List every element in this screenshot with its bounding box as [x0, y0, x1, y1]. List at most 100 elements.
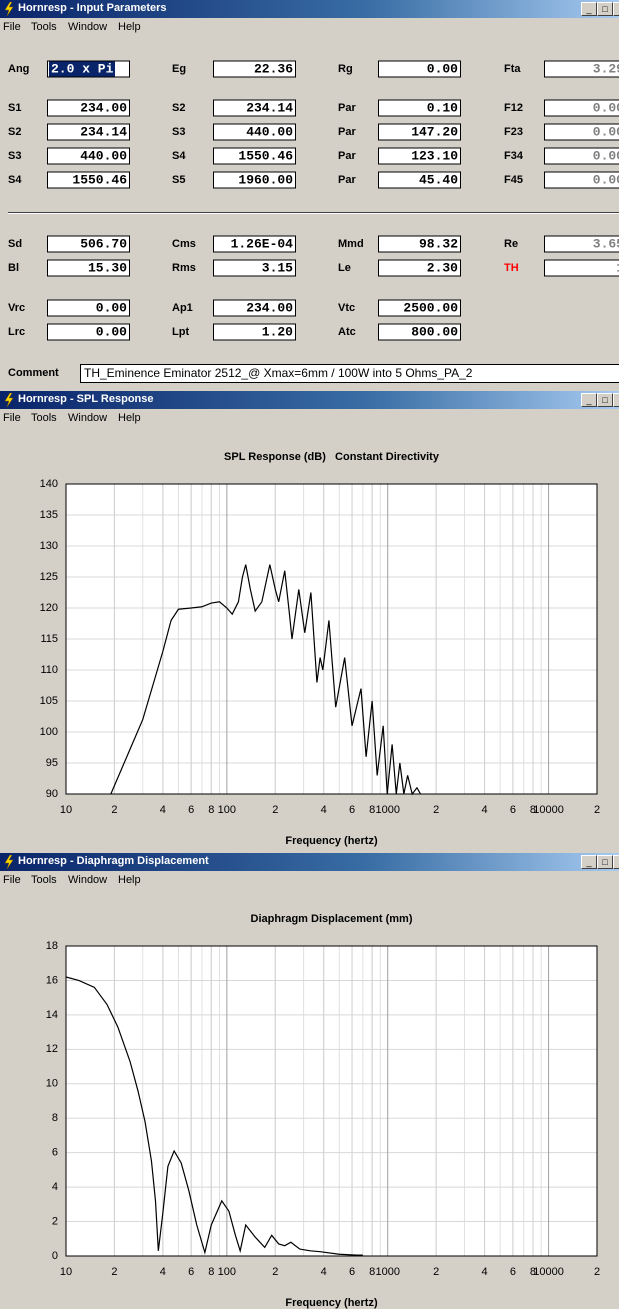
menu-item[interactable]: Window	[68, 412, 108, 424]
param-label: TH	[504, 262, 519, 274]
param-field[interactable]: 0.00	[544, 171, 619, 189]
param-field[interactable]: 0.00	[544, 147, 619, 165]
param-value: 45.40	[418, 172, 458, 188]
y-tick-label: 0	[52, 1250, 58, 1262]
param-field[interactable]: 506.70	[47, 235, 130, 253]
menu-item[interactable]: Window	[68, 21, 108, 33]
comment-field[interactable]: TH_Eminence Eminator 2512_@ Xmax=6mm / 1…	[80, 364, 619, 383]
window-button[interactable]: □	[597, 855, 613, 869]
param-value: 0.00	[95, 324, 127, 340]
plot-frame	[65, 945, 598, 1257]
window-button[interactable]: ×	[613, 855, 619, 869]
x-tick-label: 8	[530, 804, 536, 816]
window-button[interactable]: _	[581, 2, 597, 16]
x-tick-label: 2	[594, 804, 600, 816]
lightning	[4, 855, 14, 869]
param-value: 22.36	[253, 61, 293, 77]
x-tick-label: 6	[349, 804, 355, 816]
param-field[interactable]: 3.29	[544, 60, 619, 78]
param-label: Ang	[8, 63, 30, 75]
x-tick-label: 6	[510, 804, 516, 816]
menu-item[interactable]: Window	[68, 874, 108, 886]
param-label: Lpt	[172, 326, 190, 338]
window-button[interactable]: □	[597, 2, 613, 16]
param-field[interactable]: 0.00	[47, 299, 130, 317]
y-tick-label: 100	[40, 726, 58, 738]
param-field[interactable]: 1.26E-04	[213, 235, 296, 253]
param-field[interactable]: 3.65	[544, 235, 619, 253]
y-tick-label: 14	[46, 1009, 58, 1021]
menu-item[interactable]: Tools	[31, 874, 57, 886]
param-field[interactable]: 0.00	[378, 60, 461, 78]
param-field[interactable]: 147.20	[378, 123, 461, 141]
menu-item[interactable]: Help	[118, 874, 141, 886]
y-tick-label: 130	[40, 540, 58, 552]
window-button[interactable]: _	[581, 393, 597, 407]
param-field[interactable]: 1550.46	[47, 171, 130, 189]
param-field[interactable]: 0.00	[544, 99, 619, 117]
spl-window: Hornresp - SPL Response _□× File Tools Windo…	[0, 391, 619, 852]
param-value: 2.30	[426, 260, 458, 276]
menu-item[interactable]: Tools	[31, 21, 57, 33]
x-tick-label: 2	[111, 804, 117, 816]
param-field[interactable]: 2.30	[378, 259, 461, 277]
y-tick-label: 18	[46, 940, 58, 952]
param-field[interactable]: 234.14	[213, 99, 296, 117]
param-label: Par	[338, 126, 356, 138]
menu-item[interactable]: File	[3, 21, 21, 33]
param-value: 3.15	[261, 260, 293, 276]
param-field[interactable]: 45.40	[378, 171, 461, 189]
param-value: 0.00	[592, 100, 619, 116]
window-button[interactable]: _	[581, 855, 597, 869]
param-field[interactable]: 1	[544, 259, 619, 277]
param-label: Atc	[338, 326, 356, 338]
param-value: 147.20	[411, 124, 458, 140]
menu-item[interactable]: Tools	[31, 412, 57, 424]
param-label: F12	[504, 102, 523, 114]
param-field[interactable]: 1550.46	[213, 147, 296, 165]
menu-item[interactable]: Help	[118, 21, 141, 33]
param-label: F45	[504, 174, 523, 186]
x-tick-label: 8	[369, 804, 375, 816]
param-field[interactable]: 0.00	[544, 123, 619, 141]
plot-frame	[65, 483, 598, 795]
comment-text: TH_Eminence Eminator 2512_@ Xmax=6mm / 1…	[84, 366, 473, 380]
menu-item[interactable]: Help	[118, 412, 141, 424]
x-tick-label: 8	[208, 804, 214, 816]
param-field[interactable]: 2.0 x Pi	[47, 60, 130, 78]
window-button[interactable]: ×	[613, 393, 619, 407]
param-field[interactable]: 15.30	[47, 259, 130, 277]
x-tick-label: 4	[482, 804, 488, 816]
y-tick-label: 6	[52, 1147, 58, 1159]
param-field[interactable]: 22.36	[213, 60, 296, 78]
param-field[interactable]: 234.00	[47, 99, 130, 117]
param-field[interactable]: 234.14	[47, 123, 130, 141]
param-value: 15.30	[87, 260, 127, 276]
param-field[interactable]: 123.10	[378, 147, 461, 165]
param-label: Par	[338, 150, 356, 162]
param-field[interactable]: 3.15	[213, 259, 296, 277]
param-field[interactable]: 0.00	[47, 323, 130, 341]
data-line	[110, 564, 422, 796]
param-field[interactable]: 98.32	[378, 235, 461, 253]
param-field[interactable]: 440.00	[213, 123, 296, 141]
menu-item[interactable]: File	[3, 412, 21, 424]
param-value: 800.00	[411, 324, 458, 340]
param-value: 0.00	[592, 172, 619, 188]
param-field[interactable]: 1.20	[213, 323, 296, 341]
param-label: Eg	[172, 63, 187, 75]
window-button[interactable]: ×	[613, 2, 619, 16]
param-value: 506.70	[80, 236, 127, 252]
param-field[interactable]: 2500.00	[378, 299, 461, 317]
param-field[interactable]: 800.00	[378, 323, 461, 341]
param-value: 123.10	[411, 148, 458, 164]
y-tick-label: 10	[46, 1078, 58, 1090]
param-field[interactable]: 440.00	[47, 147, 130, 165]
window-button[interactable]: □	[597, 393, 613, 407]
menu-item[interactable]: File	[3, 874, 21, 886]
x-tick-label: 2	[272, 1266, 278, 1278]
param-field[interactable]: 234.00	[213, 299, 296, 317]
title-bar: Hornresp - Input Parameters _□×	[0, 0, 619, 18]
param-field[interactable]: 0.10	[378, 99, 461, 117]
param-field[interactable]: 1960.00	[213, 171, 296, 189]
